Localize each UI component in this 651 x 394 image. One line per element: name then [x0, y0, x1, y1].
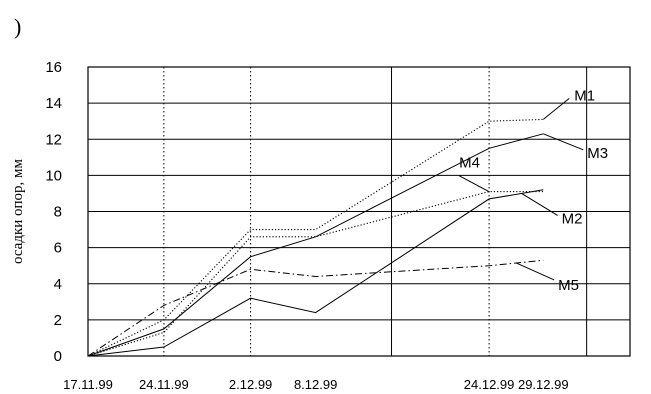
- series-label-m3: M3: [587, 145, 608, 162]
- chart-axes: 0 2 4 6 8 10 12 14 16 17.11.99 24.11.99 2.12.99 8.12…: [45, 59, 568, 392]
- y-axis-label: осадки опор, мм: [10, 158, 26, 264]
- label-leader-m4: [458, 175, 490, 193]
- y-tick-label: 12: [45, 131, 62, 148]
- chart-grid: [87, 66, 631, 357]
- y-tick-label: 6: [54, 240, 62, 257]
- x-tick-label: 8.12.99: [294, 377, 337, 392]
- y-tick-label: 10: [45, 167, 62, 184]
- series-line-m3: [87, 133, 544, 357]
- y-tick-label: 2: [54, 312, 62, 329]
- x-tick-label: 2.12.99: [229, 377, 272, 392]
- series-line-m2: [87, 189, 544, 357]
- series-label-m4: M4: [459, 155, 480, 172]
- series-label-m2: M2: [562, 210, 583, 227]
- y-tick-label: 4: [54, 276, 62, 293]
- corner-parenthesis: ): [14, 14, 21, 39]
- y-tick-label: 16: [45, 59, 62, 76]
- label-leader-m2: [521, 193, 558, 216]
- y-tick-label: 14: [45, 95, 62, 112]
- x-tick-label: 24.12.99: [464, 377, 515, 392]
- label-leader-m1: [542, 97, 570, 120]
- series-label-m1: M1: [574, 87, 595, 104]
- series-line-m4: [87, 191, 544, 357]
- series-line-m5: [87, 259, 544, 357]
- series-label-m5: M5: [558, 277, 579, 294]
- label-leader-m5: [515, 262, 555, 281]
- series-labels: M1 M3 M4 M2 M5: [458, 87, 608, 294]
- x-tick-label: 24.11.99: [139, 377, 189, 392]
- x-tick-label: 17.11.99: [63, 377, 113, 392]
- x-tick-label: 29.12.99: [518, 377, 569, 392]
- chart-series: [87, 118, 544, 357]
- label-leader-m3: [543, 133, 584, 151]
- y-tick-label: 8: [54, 204, 62, 221]
- y-tick-label: 0: [54, 348, 62, 365]
